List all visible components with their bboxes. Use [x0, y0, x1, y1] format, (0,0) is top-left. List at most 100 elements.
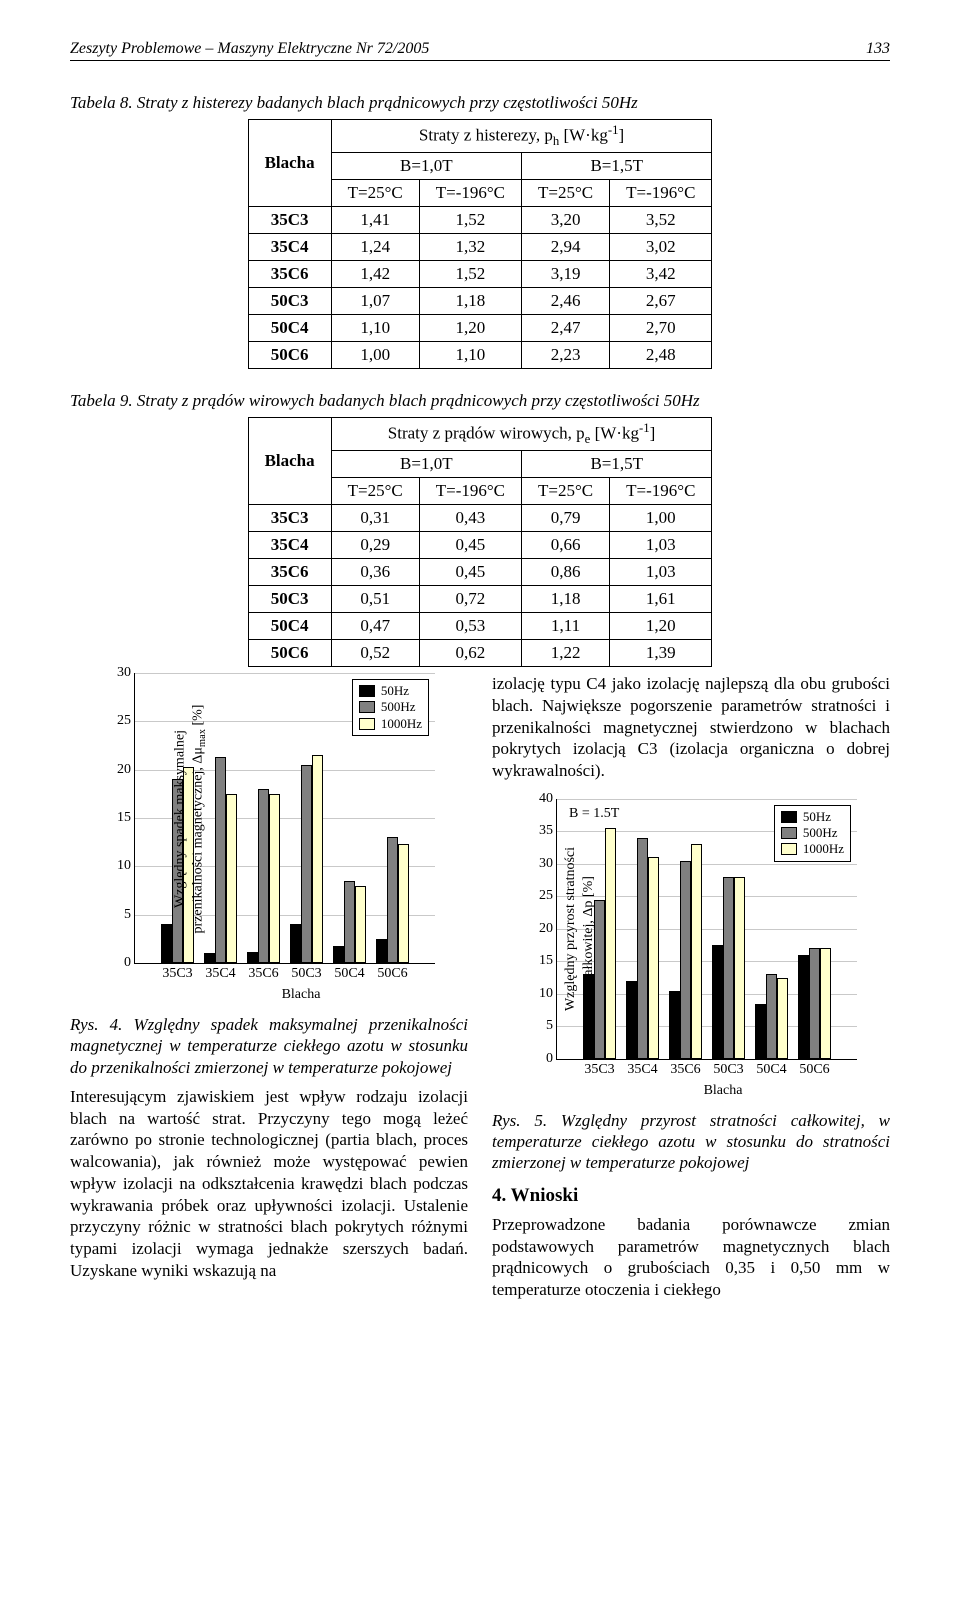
table-cell: 2,70 — [610, 315, 712, 342]
table-cell: 1,42 — [331, 261, 419, 288]
table-cell: 1,00 — [331, 342, 419, 369]
xtick-label: 35C4 — [627, 1059, 657, 1079]
table-cell: 1,39 — [610, 640, 712, 667]
ytick-label: 5 — [546, 1017, 557, 1035]
table-cell: 0,47 — [331, 613, 419, 640]
ytick-label: 15 — [117, 809, 135, 827]
table-cell: 1,18 — [419, 288, 521, 315]
table-cell: 2,23 — [522, 342, 610, 369]
bar — [766, 974, 777, 1059]
ytick-label: 40 — [539, 790, 557, 808]
table-cell: 1,20 — [419, 315, 521, 342]
bar — [247, 952, 258, 964]
chart-annotation: B = 1.5T — [569, 805, 619, 823]
ytick-label: 30 — [117, 664, 135, 682]
xtick-label: 50C6 — [799, 1059, 829, 1079]
table-cell: 0,29 — [331, 532, 419, 559]
row-label: 50C4 — [248, 613, 331, 640]
table-8-b15: B=1,5T — [522, 153, 712, 180]
bar — [605, 828, 616, 1059]
row-label: 35C4 — [248, 234, 331, 261]
table-9-b15: B=1,5T — [522, 451, 712, 478]
table-cell: 1,07 — [331, 288, 419, 315]
ytick-label: 15 — [539, 952, 557, 970]
table-row: 50C60,520,621,221,39 — [248, 640, 712, 667]
table-8-row-header: Blacha — [248, 120, 331, 207]
legend-item: 500Hz — [359, 699, 422, 715]
table-cell: 1,24 — [331, 234, 419, 261]
legend-label: 50Hz — [381, 683, 409, 699]
bar — [648, 857, 659, 1059]
bar — [637, 838, 648, 1059]
bar — [734, 877, 745, 1059]
bar — [376, 939, 387, 963]
right-paragraph-2: Przeprowadzone badania porównawcze zmian… — [492, 1214, 890, 1301]
gridline — [557, 799, 857, 800]
xtick-label: 35C4 — [205, 963, 235, 983]
legend: 50Hz500Hz1000Hz — [774, 805, 851, 862]
page-number: 133 — [866, 40, 890, 58]
table-row: 35C60,360,450,861,03 — [248, 559, 712, 586]
bar — [290, 924, 301, 963]
legend-item: 1000Hz — [781, 841, 844, 857]
table-8-b1: B=1,0T — [331, 153, 521, 180]
legend-swatch — [359, 718, 375, 730]
table-row: 35C30,310,430,791,00 — [248, 505, 712, 532]
table-9-t2: T=25°C — [522, 478, 610, 505]
xtick-label: 35C3 — [584, 1059, 614, 1079]
figure-4: 05101520253035C335C435C650C350C450C650Hz… — [70, 673, 468, 1004]
legend-item: 50Hz — [359, 683, 422, 699]
table-cell: 2,47 — [522, 315, 610, 342]
table-cell: 1,10 — [419, 342, 521, 369]
table-row: 35C41,241,322,943,02 — [248, 234, 712, 261]
legend: 50Hz500Hz1000Hz — [352, 679, 429, 736]
table-cell: 0,66 — [522, 532, 610, 559]
bar — [712, 945, 723, 1059]
table-cell: 1,10 — [331, 315, 419, 342]
section-heading: 4. Wnioski — [492, 1184, 890, 1208]
figure-5: 051015202530354035C335C435C650C350C450C6… — [492, 799, 890, 1100]
table-cell: 1,32 — [419, 234, 521, 261]
table-cell: 3,52 — [610, 207, 712, 234]
bar — [333, 946, 344, 963]
legend-label: 500Hz — [381, 699, 416, 715]
ytick-label: 10 — [117, 857, 135, 875]
figure-5-caption: Rys. 5. Względny przyrost stratności cał… — [492, 1110, 890, 1174]
bar — [387, 837, 398, 963]
table-cell: 1,52 — [419, 207, 521, 234]
bar — [798, 955, 809, 1059]
bar — [355, 886, 366, 963]
table-9-t1: T=-196°C — [419, 478, 521, 505]
table-cell: 0,86 — [522, 559, 610, 586]
table-8-caption: Tabela 8. Straty z histerezy badanych bl… — [70, 93, 890, 113]
bar — [809, 948, 820, 1059]
row-label: 50C3 — [248, 288, 331, 315]
table-cell: 0,45 — [419, 532, 521, 559]
legend-label: 500Hz — [803, 825, 838, 841]
ytick-label: 35 — [539, 822, 557, 840]
table-9-caption: Tabela 9. Straty z prądów wirowych badan… — [70, 391, 890, 411]
table-cell: 2,94 — [522, 234, 610, 261]
table-cell: 3,02 — [610, 234, 712, 261]
table-8-t0: T=25°C — [331, 180, 419, 207]
table-cell: 2,48 — [610, 342, 712, 369]
table-8: Blacha Straty z histerezy, ph [W·kg-1] B… — [248, 119, 713, 369]
left-paragraph-1: Interesującym zjawiskiem jest wpływ rodz… — [70, 1086, 468, 1282]
bar — [755, 1004, 766, 1059]
table-row: 50C40,470,531,111,20 — [248, 613, 712, 640]
table-cell: 3,20 — [522, 207, 610, 234]
table-cell: 1,00 — [610, 505, 712, 532]
bar — [344, 881, 355, 963]
table-8-t2: T=25°C — [522, 180, 610, 207]
ytick-label: 10 — [539, 985, 557, 1003]
figure-5-xlabel: Blacha — [556, 1082, 890, 1100]
bar — [312, 755, 323, 963]
table-row: 35C40,290,450,661,03 — [248, 532, 712, 559]
bar — [398, 844, 409, 963]
legend-label: 1000Hz — [381, 716, 422, 732]
table-9-b1: B=1,0T — [331, 451, 521, 478]
table-cell: 0,45 — [419, 559, 521, 586]
table-cell: 1,03 — [610, 532, 712, 559]
bar — [723, 877, 734, 1059]
table-cell: 0,43 — [419, 505, 521, 532]
